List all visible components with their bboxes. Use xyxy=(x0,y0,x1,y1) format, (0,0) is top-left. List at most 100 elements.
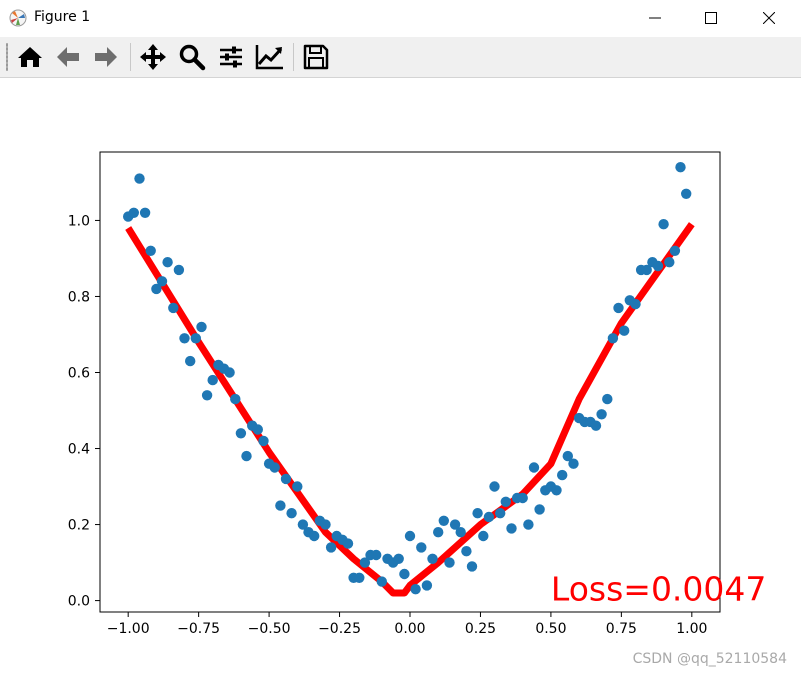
scatter-point xyxy=(404,530,416,542)
move-icon xyxy=(140,44,166,70)
scatter-point xyxy=(230,393,241,405)
maximize-button[interactable] xyxy=(683,0,739,36)
scatter-point xyxy=(658,219,669,230)
scatter-point xyxy=(162,257,173,268)
edit-axes-button[interactable] xyxy=(254,41,286,73)
scatter-point xyxy=(241,450,252,462)
scatter-point xyxy=(669,245,681,256)
scatter-point xyxy=(325,542,337,553)
scatter-point xyxy=(320,519,331,530)
scatter-point xyxy=(354,572,365,583)
home-button[interactable] xyxy=(14,41,46,73)
scatter-point xyxy=(145,245,156,256)
matplotlib-app-icon xyxy=(8,8,28,28)
x-tick-label: −1.00 xyxy=(107,621,150,637)
scatter-point xyxy=(151,283,162,295)
close-icon xyxy=(763,12,775,24)
scatter-point xyxy=(551,485,562,496)
scatter-point xyxy=(466,561,478,572)
scatter-point xyxy=(506,523,517,534)
scatter-point xyxy=(292,481,303,492)
zoom-button[interactable] xyxy=(176,41,208,73)
y-tick-label: 0.2 xyxy=(68,518,90,534)
scatter-point xyxy=(185,355,196,367)
scatter-point xyxy=(309,530,320,542)
scatter-point xyxy=(500,496,511,507)
scatter-point xyxy=(596,409,607,420)
scatter-point xyxy=(562,450,573,462)
y-tick-label: 0.4 xyxy=(68,442,90,458)
x-tick-label: −0.50 xyxy=(248,621,291,637)
scatter-point xyxy=(269,462,280,473)
home-icon xyxy=(18,47,42,67)
scatter-point xyxy=(641,264,652,276)
toolbar-separator xyxy=(293,43,294,71)
scatter-point xyxy=(196,321,207,333)
scatter-point xyxy=(258,435,269,447)
scatter-point xyxy=(224,367,235,378)
scatter-point xyxy=(156,276,168,287)
scatter-point xyxy=(681,188,692,199)
scatter-point xyxy=(286,508,297,519)
floppy-disk-icon xyxy=(303,44,329,70)
scatter-point xyxy=(495,508,506,519)
pan-button[interactable] xyxy=(137,41,169,73)
scatter-point xyxy=(619,325,630,336)
scatter-point xyxy=(168,302,179,314)
figure-canvas[interactable]: −1.00 −0.75 −0.50 −0.25 0.00 0.25 0.50 0.75 1.00… xyxy=(0,78,801,677)
x-tick-label: −0.75 xyxy=(177,621,220,637)
scatter-point xyxy=(613,302,624,314)
scatter-point xyxy=(652,260,664,272)
scatter-point xyxy=(534,504,545,515)
scatter-point xyxy=(252,424,263,435)
scatter-point xyxy=(449,519,461,530)
save-button[interactable] xyxy=(300,41,332,73)
forward-button[interactable] xyxy=(90,41,122,73)
arrow-left-icon xyxy=(57,47,79,67)
x-tick-label: −0.25 xyxy=(318,621,361,637)
watermark: CSDN @qq_52110584 xyxy=(632,651,787,667)
scatter-point xyxy=(393,553,404,564)
x-tick-label: 0.75 xyxy=(606,621,637,637)
x-tick-label: 0.00 xyxy=(394,621,425,637)
scatter-point xyxy=(410,584,421,595)
scatter-point xyxy=(134,173,145,184)
fit-line xyxy=(125,222,695,597)
scatter-point xyxy=(472,508,483,519)
close-button[interactable] xyxy=(741,0,797,36)
x-tick-label: 0.25 xyxy=(465,621,496,637)
y-tick-label: 0.6 xyxy=(68,365,90,381)
minimize-button[interactable] xyxy=(627,0,683,36)
maximize-icon xyxy=(705,12,717,24)
scatter-point xyxy=(523,519,534,530)
back-button[interactable] xyxy=(52,41,84,73)
line-chart-icon xyxy=(255,45,283,70)
minimize-icon xyxy=(649,17,661,19)
scatter-point xyxy=(376,576,387,587)
axes-frame xyxy=(99,151,721,613)
scatter-point xyxy=(207,374,218,386)
scatter-point xyxy=(342,538,354,549)
sliders-icon xyxy=(220,46,242,68)
scatter-point xyxy=(483,511,495,523)
scatter-point xyxy=(421,580,433,591)
scatter-point xyxy=(630,298,641,310)
x-tick-label: 0.50 xyxy=(535,621,566,637)
scatter-point xyxy=(416,542,427,553)
toolbar-grip[interactable] xyxy=(6,43,8,71)
subplots-button[interactable] xyxy=(215,41,247,73)
title-bar: Figure 1 xyxy=(0,0,801,36)
scatter-point xyxy=(173,264,185,276)
scatter-point xyxy=(455,527,466,538)
scatter-point xyxy=(602,393,613,405)
navigation-toolbar xyxy=(0,37,801,78)
scatter-point xyxy=(675,162,686,173)
scatter-point xyxy=(359,557,371,568)
scatter-point xyxy=(371,549,382,561)
scatter-point xyxy=(275,500,286,511)
window-title: Figure 1 xyxy=(34,9,91,25)
scatter-point xyxy=(399,568,410,580)
scatter-point xyxy=(128,207,139,218)
scatter-point xyxy=(607,333,619,344)
scatter-point xyxy=(235,428,247,439)
